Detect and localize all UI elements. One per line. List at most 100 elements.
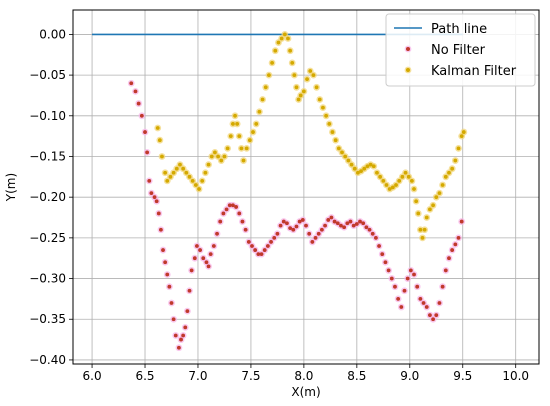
no-filter-point [415, 284, 420, 289]
kalman-filter-point [165, 178, 170, 183]
kalman-filter-point [187, 174, 192, 179]
kalman-filter-point [301, 89, 306, 94]
y-tick-label: −0.35 [29, 312, 66, 326]
no-filter-point [211, 244, 216, 248]
no-filter-point [149, 191, 154, 196]
x-tick-label: 7.0 [188, 369, 207, 383]
kalman-filter-point [298, 93, 303, 98]
kalman-filter-point [434, 195, 439, 200]
no-filter-point [399, 305, 404, 309]
kalman-filter-point [424, 215, 429, 220]
no-filter-point [161, 248, 165, 252]
no-filter-point [201, 256, 206, 261]
y-tick-label: −0.30 [29, 272, 66, 286]
kalman-filter-point [213, 150, 217, 155]
legend-label-kalman-filter: Kalman Filter [431, 64, 517, 79]
kalman-filter-point [267, 73, 271, 78]
no-filter-point [159, 227, 163, 232]
no-filter-point [143, 130, 147, 134]
no-filter-point [133, 89, 138, 94]
no-filter-point [412, 272, 416, 277]
plot-area-frame [72, 9, 540, 365]
kalman-filter-point [282, 32, 287, 37]
no-filter-point [459, 219, 464, 224]
kalman-filter-point [314, 85, 319, 90]
kalman-filter-point [155, 126, 160, 130]
kalman-filter-point [440, 183, 445, 187]
kalman-filter-point [260, 97, 265, 102]
no-filter-point [396, 296, 401, 301]
kalman-filter-point [193, 183, 198, 187]
kalman-filter-point [343, 154, 348, 159]
kalman-filter-point [317, 97, 322, 102]
kalman-filter-point [346, 158, 351, 163]
no-filter-point [389, 276, 394, 281]
kalman-filter-point [456, 146, 461, 151]
y-tick-label: −0.40 [29, 353, 66, 367]
kalman-filter-point [292, 73, 297, 78]
no-filter-point [383, 260, 388, 265]
kalman-filter-point [447, 170, 451, 175]
kalman-filter-point [327, 122, 332, 126]
kalman-filter-point [305, 77, 309, 82]
no-filter-point [218, 219, 223, 224]
kalman-filter-point [296, 97, 301, 102]
no-filter-point [129, 81, 134, 86]
no-filter-point [453, 242, 458, 247]
kalman-filter-point [450, 166, 455, 171]
kalman-filter-point [237, 134, 242, 139]
kalman-filter-point [390, 185, 395, 190]
kalman-filter-point [184, 170, 189, 175]
no-filter-point [297, 219, 302, 224]
kalman-filter-point [197, 187, 201, 191]
no-filter-point [367, 227, 372, 232]
y-axis-label: Y(m) [4, 173, 18, 202]
legend-label-path-line: Path line [431, 22, 487, 37]
x-tick-label: 8.0 [294, 369, 313, 383]
x-tick-label: 7.5 [241, 369, 260, 383]
kalman-filter-point [251, 130, 255, 134]
no-filter-point [386, 268, 391, 273]
no-filter-point [294, 224, 299, 229]
no-filter-point [224, 207, 229, 212]
no-filter-point [275, 231, 280, 236]
no-filter-point [310, 240, 315, 244]
kalman-filter-point [459, 134, 464, 139]
y-tick-label: −0.20 [29, 190, 66, 204]
legend-marker-no-filter [406, 47, 410, 51]
kalman-filter-point [241, 158, 246, 163]
no-filter-point [246, 240, 251, 244]
no-filter-point [156, 211, 161, 216]
no-filter-point [185, 309, 190, 314]
kalman-filter-point [200, 178, 205, 183]
legend: Path line No Filter Kalman Filter [385, 13, 536, 87]
no-filter-point [253, 248, 258, 252]
no-filter-point [342, 225, 347, 230]
kalman-filter-point [290, 60, 295, 65]
kalman-filter-point [163, 170, 168, 175]
kalman-filter-point [203, 170, 208, 175]
no-filter-point [187, 288, 192, 293]
no-filter-point [377, 244, 381, 248]
no-filter-point [418, 296, 423, 301]
no-filter-point [169, 301, 174, 305]
y-tick-label: 0.00 [39, 27, 66, 41]
no-filter-point [300, 218, 305, 222]
kalman-filter-point [330, 130, 335, 134]
kalman-filter-point [437, 191, 442, 196]
no-filter-point [408, 268, 413, 273]
kalman-filter-point [387, 187, 392, 191]
kalman-filter-point [239, 146, 244, 151]
no-filter-point [326, 218, 331, 222]
no-filter-point [215, 231, 219, 236]
no-filter-point [316, 231, 321, 236]
kalman-filter-point [410, 178, 414, 183]
no-filter-point [440, 284, 445, 289]
no-filter-point [335, 221, 340, 226]
no-filter-point [221, 211, 226, 216]
y-tick-label: −0.05 [29, 68, 66, 82]
no-filter-point [319, 227, 324, 232]
no-filter-point [198, 248, 202, 252]
no-filter-point [291, 227, 296, 232]
kalman-filter-point [247, 138, 252, 143]
